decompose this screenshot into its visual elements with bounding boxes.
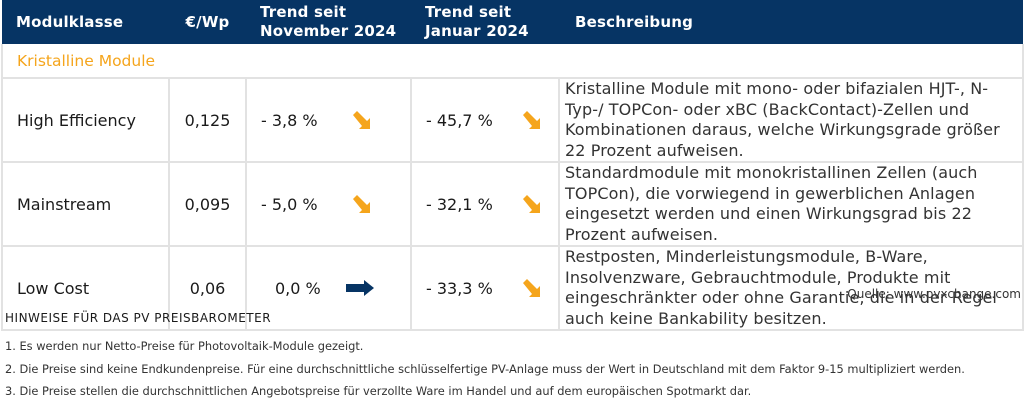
price-value: 0,125	[168, 77, 247, 163]
trend-november-cell: - 3,8 %	[245, 77, 412, 163]
description: Standardmodule mit monokristallinen Zell…	[558, 161, 1024, 247]
trend-januar-cell: - 33,3 %	[410, 245, 560, 331]
arrow-down-right-icon	[523, 279, 540, 297]
table-row: Low Cost 0,06 0,0 % - 33,3 % Restposten,…	[1, 245, 1024, 331]
header-trend-januar-line1: Trend seit	[425, 3, 512, 21]
header-price: €/Wp	[169, 0, 246, 44]
notes-title: HINWEISE FÜR DAS PV PREISBAROMETER	[5, 311, 272, 325]
note-item: 2. Die Preise sind keine Endkundenpreise…	[5, 362, 965, 376]
description: Kristalline Module mit mono- oder bifazi…	[558, 77, 1024, 163]
trend-november-value: 0,0 %	[275, 278, 321, 298]
header-trend-november-line2: November 2024	[260, 22, 397, 40]
trend-januar-value: - 45,7 %	[426, 110, 493, 130]
trend-november-cell: 0,0 %	[245, 245, 412, 331]
trend-januar-value: - 32,1 %	[426, 194, 493, 214]
module-class: Mainstream	[1, 161, 170, 247]
arrow-down-right-icon	[353, 111, 370, 129]
module-class: High Efficiency	[1, 77, 170, 163]
category-label: Kristalline Module	[1, 44, 1024, 79]
header-trend-november-line1: Trend seit	[260, 3, 347, 21]
trend-november-value: - 5,0 %	[261, 194, 318, 214]
header-trend-januar-line2: Januar 2024	[425, 22, 529, 40]
table-row: High Efficiency 0,125 - 3,8 % - 45,7 % K…	[1, 77, 1024, 163]
header-trend-november: Trend seit November 2024	[246, 0, 411, 44]
header-description: Beschreibung	[559, 0, 1023, 44]
source-label: Quelle: www.pvxchange.com	[847, 287, 1021, 301]
trend-januar-cell: - 45,7 %	[410, 77, 560, 163]
arrow-down-right-icon	[353, 195, 370, 213]
trend-januar-value: - 33,3 %	[426, 278, 493, 298]
description: Restposten, Minderleistungsmodule, B-War…	[558, 245, 1024, 331]
module-class: Low Cost	[1, 245, 170, 331]
arrow-down-right-icon	[523, 195, 540, 213]
table-header-row: Modulklasse €/Wp Trend seit November 202…	[2, 0, 1023, 44]
header-modulklasse: Modulklasse	[2, 0, 169, 44]
note-item: 3. Die Preise stellen die durchschnittli…	[5, 384, 752, 398]
price-value: 0,095	[168, 161, 247, 247]
trend-januar-cell: - 32,1 %	[410, 161, 560, 247]
header-trend-januar: Trend seit Januar 2024	[411, 0, 559, 44]
note-item: 1. Es werden nur Netto-Preise für Photov…	[5, 339, 364, 353]
price-value: 0,06	[168, 245, 247, 331]
arrow-right-icon	[346, 280, 374, 296]
trend-november-value: - 3,8 %	[261, 110, 318, 130]
table-row: Mainstream 0,095 - 5,0 % - 32,1 % Standa…	[1, 161, 1024, 247]
category-row: Kristalline Module	[1, 44, 1024, 79]
trend-november-cell: - 5,0 %	[245, 161, 412, 247]
arrow-down-right-icon	[523, 111, 540, 129]
price-table: Modulklasse €/Wp Trend seit November 202…	[1, 0, 1024, 331]
